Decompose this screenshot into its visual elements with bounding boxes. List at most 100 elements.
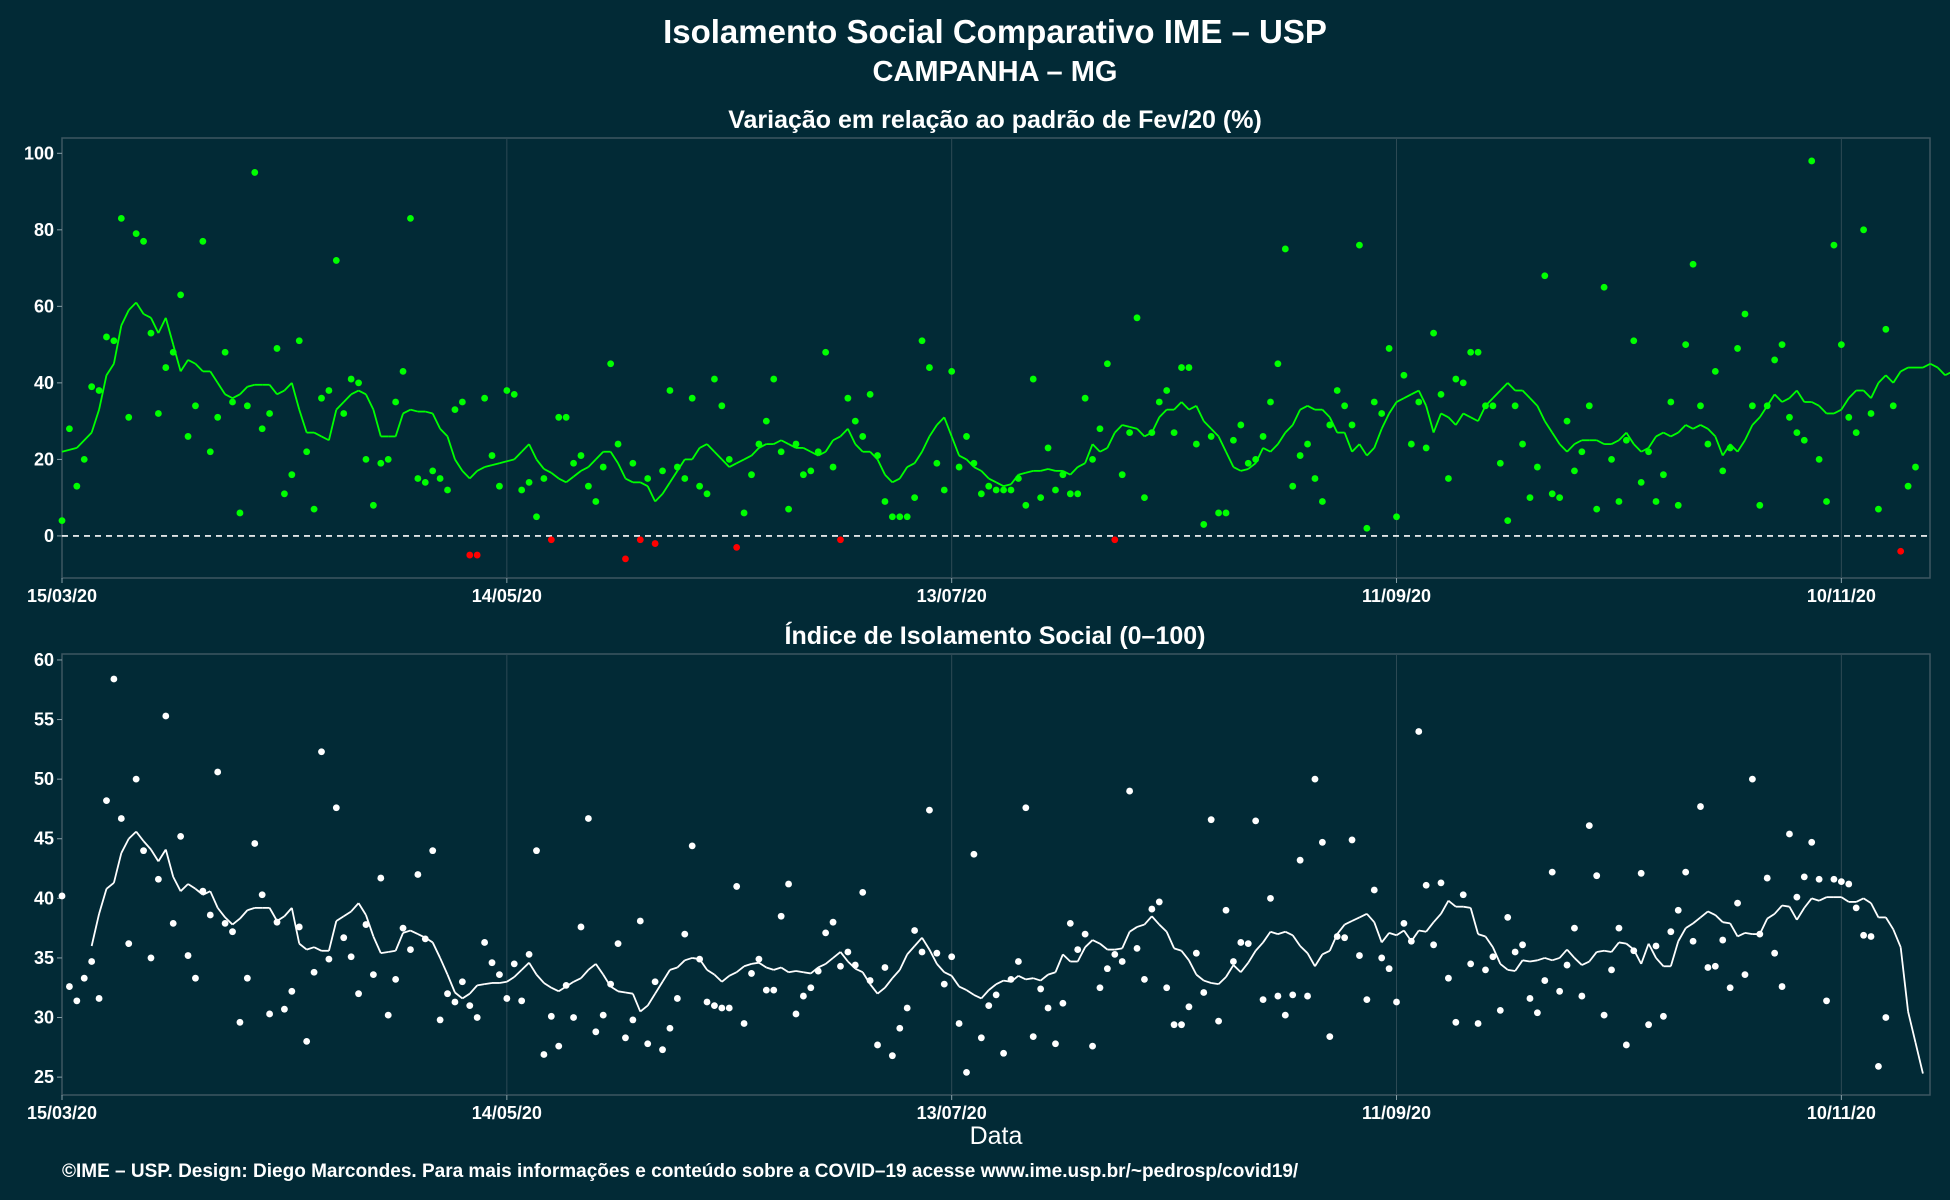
daily-point	[1689, 260, 1697, 268]
moving-average-segment	[1440, 900, 1450, 915]
daily-point	[1823, 498, 1830, 505]
moving-average-segment	[187, 883, 196, 890]
daily-point	[903, 513, 911, 521]
moving-average-segment	[1588, 951, 1598, 963]
moving-average-segment	[995, 979, 1004, 985]
daily-point	[1660, 471, 1667, 479]
daily-point	[147, 329, 155, 337]
moving-average-segment	[780, 439, 789, 445]
moving-average-segment	[1076, 946, 1086, 962]
daily-point	[1029, 1033, 1037, 1040]
daily-point	[577, 923, 585, 931]
daily-point	[518, 486, 526, 494]
daily-point	[273, 918, 281, 926]
moving-average-segment	[1314, 953, 1324, 967]
moving-average-segment	[179, 883, 189, 892]
daily-point	[533, 847, 540, 855]
moving-average-segment	[625, 477, 634, 484]
daily-point	[644, 1040, 652, 1048]
daily-point	[614, 940, 622, 948]
daily-point	[1808, 157, 1816, 165]
moving-average-segment	[1129, 425, 1138, 430]
y-tick-label: 40	[34, 888, 54, 908]
daily-point	[1830, 875, 1838, 883]
moving-average-segment	[1818, 405, 1828, 415]
daily-point	[169, 919, 177, 927]
x-tick-label: 13/07/20	[917, 1103, 987, 1123]
moving-average-segment	[1262, 931, 1272, 943]
daily-point	[933, 949, 941, 957]
moving-average-segment	[1270, 930, 1279, 935]
moving-average-segment	[1773, 393, 1783, 403]
daily-point	[288, 471, 296, 479]
moving-average-segment	[1944, 371, 1950, 377]
daily-point	[844, 394, 852, 402]
moving-average-segment	[758, 961, 767, 969]
daily-point	[1022, 501, 1030, 509]
daily-point	[66, 983, 73, 990]
moving-average-segment	[1914, 1042, 1924, 1074]
daily-point	[1430, 329, 1437, 337]
daily-point	[1356, 952, 1363, 959]
moving-average-segment	[1885, 916, 1895, 930]
moving-average-segment	[1165, 931, 1175, 949]
moving-average-segment	[669, 470, 679, 483]
moving-average-segment	[1462, 412, 1472, 419]
daily-point	[1830, 241, 1838, 249]
moving-average-segment	[1640, 943, 1650, 965]
daily-point	[985, 1002, 993, 1010]
daily-point	[1170, 429, 1178, 437]
moving-average-segment	[706, 969, 715, 976]
daily-point	[1563, 961, 1571, 969]
y-tick-label: 20	[34, 449, 54, 469]
daily-point	[377, 874, 385, 882]
daily-point	[518, 997, 526, 1005]
daily-point	[807, 984, 815, 992]
daily-point	[1089, 1042, 1096, 1050]
moving-average-segment	[365, 393, 375, 411]
daily-point	[1593, 505, 1601, 513]
moving-average-segment	[736, 965, 745, 973]
moving-average-segment	[1647, 435, 1657, 449]
daily-point	[1252, 455, 1260, 463]
moving-average-segment	[550, 986, 560, 993]
daily-point	[184, 952, 192, 959]
moving-average-segment	[224, 916, 234, 926]
daily-point	[629, 459, 637, 467]
moving-average-segment	[1855, 897, 1864, 903]
daily-point	[948, 953, 956, 961]
moving-average-segment	[1084, 443, 1094, 464]
moving-average-segment	[1862, 389, 1872, 399]
daily-point	[1452, 1018, 1460, 1026]
moving-average-segment	[1558, 948, 1568, 959]
moving-average-segment	[1359, 913, 1368, 919]
moving-average-segment	[306, 946, 315, 951]
moving-average-segment	[358, 389, 367, 396]
moving-average-segment	[1291, 409, 1301, 426]
daily-point	[666, 1024, 674, 1032]
moving-average-segment	[802, 447, 812, 453]
moving-average-segment	[431, 942, 441, 959]
daily-point	[874, 1041, 881, 1049]
daily-point	[1571, 924, 1578, 932]
moving-average-segment	[1692, 916, 1702, 925]
moving-average-segment	[135, 302, 145, 315]
daily-point	[1837, 878, 1845, 886]
moving-average-segment	[172, 876, 182, 892]
moving-average-segment	[469, 984, 478, 995]
moving-average-segment	[446, 974, 456, 993]
moving-average-segment	[1492, 389, 1501, 399]
moving-average-segment	[758, 443, 767, 449]
moving-average-segment	[313, 431, 322, 438]
daily-point	[866, 390, 874, 398]
y-tick-label: 60	[34, 650, 54, 670]
moving-average-segment	[550, 472, 560, 480]
daily-point	[110, 675, 118, 683]
daily-point	[206, 911, 214, 919]
daily-point	[696, 955, 704, 963]
moving-average-segment	[580, 969, 590, 979]
moving-average-segment	[1677, 927, 1687, 942]
daily-point	[1333, 933, 1341, 940]
daily-point	[1437, 390, 1445, 398]
daily-point	[1318, 838, 1326, 846]
